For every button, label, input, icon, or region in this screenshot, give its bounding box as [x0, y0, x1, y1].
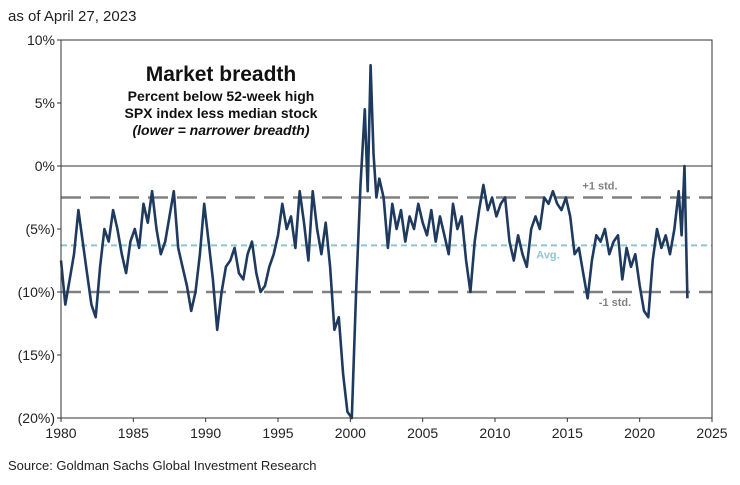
y-tick-label: (20%) [18, 410, 55, 426]
chart-title-block: Market breadth Percent below 52-week hig… [125, 63, 318, 138]
x-tick-label: 2020 [624, 425, 655, 441]
x-tick-label: 1990 [190, 425, 221, 441]
x-tick-label: 2015 [552, 425, 583, 441]
as-of-date: as of April 27, 2023 [8, 8, 137, 25]
y-tick-label: (10%) [18, 284, 55, 300]
x-tick-label: 1995 [262, 425, 293, 441]
reference-label-1: Avg. [536, 249, 559, 261]
y-axis: 10% 5% 0% (5%) (10%) (15%) (20%) [18, 32, 61, 426]
y-tick-label: 5% [35, 95, 55, 111]
source-note: Source: Goldman Sachs Global Investment … [8, 458, 317, 473]
x-tick-label: 2005 [407, 425, 438, 441]
x-tick-label: 2025 [696, 425, 727, 441]
y-tick-label: 10% [27, 32, 55, 48]
y-tick-label: (5%) [25, 221, 55, 237]
x-tick-label: 1985 [118, 425, 149, 441]
chart-title: Market breadth [146, 63, 297, 86]
series-line-market-breadth [59, 63, 689, 420]
x-tick-label: 2010 [479, 425, 510, 441]
chart-subtitle-2: SPX index less median stock [125, 105, 318, 121]
x-tick-label: 1980 [45, 425, 76, 441]
x-axis: 1980 1985 1990 1995 2000 2005 2010 2015 2020 2025 [45, 418, 728, 441]
chart-subtitle-1: Percent below 52-week high [128, 88, 315, 104]
y-tick-label: (15%) [18, 347, 55, 363]
chart-subtitle-3: (lower = narrower breadth) [133, 122, 310, 138]
y-tick-label: 0% [35, 158, 55, 174]
reference-label-0: +1 std. [582, 181, 617, 193]
x-tick-label: 2000 [335, 425, 366, 441]
reference-label-2: -1 std. [599, 297, 631, 309]
